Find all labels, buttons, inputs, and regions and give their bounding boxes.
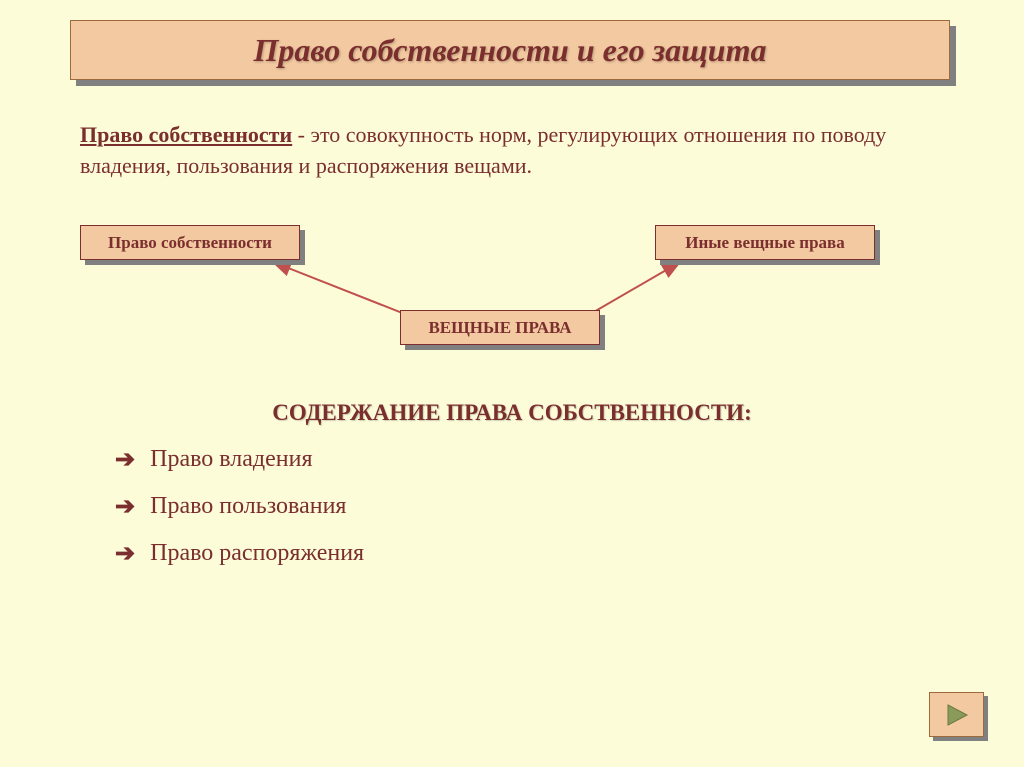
bullet-text: Право распоряжения bbox=[150, 540, 364, 567]
bullet-arrow-icon: ➔ bbox=[115, 492, 135, 521]
node-left-box: Право собственности bbox=[80, 225, 300, 260]
nav-box bbox=[929, 692, 984, 737]
bullet-arrow-icon: ➔ bbox=[115, 445, 135, 474]
section-heading-text: СОДЕРЖАНИЕ ПРАВА СОБСТВЕННОСТИ: bbox=[272, 400, 751, 425]
bullet-text: Право пользования bbox=[150, 493, 346, 520]
title-text: Право собственности и его защита bbox=[254, 32, 767, 69]
bullet-arrow-icon: ➔ bbox=[115, 539, 135, 568]
node-right-box: Иные вещные права bbox=[655, 225, 875, 260]
node-left-label: Право собственности bbox=[108, 233, 272, 253]
node-right-label: Иные вещные права bbox=[685, 233, 844, 253]
section-heading: СОДЕРЖАНИЕ ПРАВА СОБСТВЕННОСТИ: bbox=[0, 400, 1024, 426]
node-center-box: ВЕЩНЫЕ ПРАВА bbox=[400, 310, 600, 345]
title-box: Право собственности и его защита bbox=[70, 20, 950, 80]
triangle-right-icon bbox=[943, 701, 971, 729]
bullet-list: ➔ Право владения ➔ Право пользования ➔ П… bbox=[115, 445, 364, 586]
node-right: Иные вещные права bbox=[655, 225, 875, 260]
definition-paragraph: Право собственности - это совокупность н… bbox=[80, 120, 944, 182]
bullet-item: ➔ Право распоряжения bbox=[115, 539, 364, 568]
bullet-item: ➔ Право пользования bbox=[115, 492, 364, 521]
next-button[interactable] bbox=[929, 692, 984, 737]
bullet-item: ➔ Право владения bbox=[115, 445, 364, 474]
diagram-arrows bbox=[0, 0, 1024, 767]
node-center-label: ВЕЩНЫЕ ПРАВА bbox=[428, 318, 571, 338]
title-banner: Право собственности и его защита bbox=[70, 20, 950, 80]
bullet-text: Право владения bbox=[150, 446, 312, 473]
node-center: ВЕЩНЫЕ ПРАВА bbox=[400, 310, 600, 345]
definition-term: Право собственности bbox=[80, 122, 292, 147]
node-left: Право собственности bbox=[80, 225, 300, 260]
